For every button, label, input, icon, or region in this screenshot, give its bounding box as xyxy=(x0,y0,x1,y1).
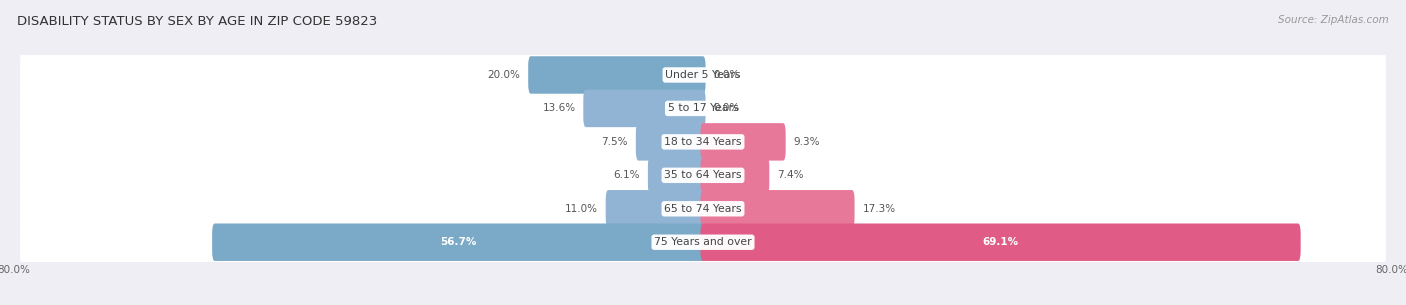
Text: 5 to 17 Years: 5 to 17 Years xyxy=(668,103,738,113)
Text: 65 to 74 Years: 65 to 74 Years xyxy=(664,204,742,214)
FancyBboxPatch shape xyxy=(20,144,1386,207)
Text: 0.0%: 0.0% xyxy=(713,70,740,80)
FancyBboxPatch shape xyxy=(700,224,1301,261)
Text: 11.0%: 11.0% xyxy=(565,204,598,214)
Text: 56.7%: 56.7% xyxy=(440,237,477,247)
Text: 0.0%: 0.0% xyxy=(713,103,740,113)
FancyBboxPatch shape xyxy=(20,77,1386,140)
Text: Source: ZipAtlas.com: Source: ZipAtlas.com xyxy=(1278,15,1389,25)
Text: Under 5 Years: Under 5 Years xyxy=(665,70,741,80)
Text: DISABILITY STATUS BY SEX BY AGE IN ZIP CODE 59823: DISABILITY STATUS BY SEX BY AGE IN ZIP C… xyxy=(17,15,377,28)
Text: 7.5%: 7.5% xyxy=(602,137,628,147)
FancyBboxPatch shape xyxy=(20,177,1386,240)
Text: 20.0%: 20.0% xyxy=(488,70,520,80)
Text: 75 Years and over: 75 Years and over xyxy=(654,237,752,247)
Text: 69.1%: 69.1% xyxy=(983,237,1018,247)
FancyBboxPatch shape xyxy=(20,112,1386,172)
FancyBboxPatch shape xyxy=(700,123,786,161)
FancyBboxPatch shape xyxy=(529,56,706,94)
Text: 17.3%: 17.3% xyxy=(862,204,896,214)
Text: 18 to 34 Years: 18 to 34 Years xyxy=(664,137,742,147)
FancyBboxPatch shape xyxy=(20,179,1386,239)
FancyBboxPatch shape xyxy=(648,156,706,194)
FancyBboxPatch shape xyxy=(20,212,1386,272)
FancyBboxPatch shape xyxy=(20,145,1386,206)
Text: 9.3%: 9.3% xyxy=(793,137,820,147)
Text: 7.4%: 7.4% xyxy=(778,170,804,180)
Text: 13.6%: 13.6% xyxy=(543,103,575,113)
FancyBboxPatch shape xyxy=(20,110,1386,173)
FancyBboxPatch shape xyxy=(20,211,1386,274)
FancyBboxPatch shape xyxy=(700,156,769,194)
Text: 6.1%: 6.1% xyxy=(613,170,640,180)
Text: 35 to 64 Years: 35 to 64 Years xyxy=(664,170,742,180)
FancyBboxPatch shape xyxy=(636,123,706,161)
FancyBboxPatch shape xyxy=(700,190,855,228)
FancyBboxPatch shape xyxy=(20,44,1386,106)
FancyBboxPatch shape xyxy=(20,78,1386,138)
FancyBboxPatch shape xyxy=(606,190,706,228)
FancyBboxPatch shape xyxy=(212,224,706,261)
FancyBboxPatch shape xyxy=(583,90,706,127)
FancyBboxPatch shape xyxy=(20,45,1386,105)
